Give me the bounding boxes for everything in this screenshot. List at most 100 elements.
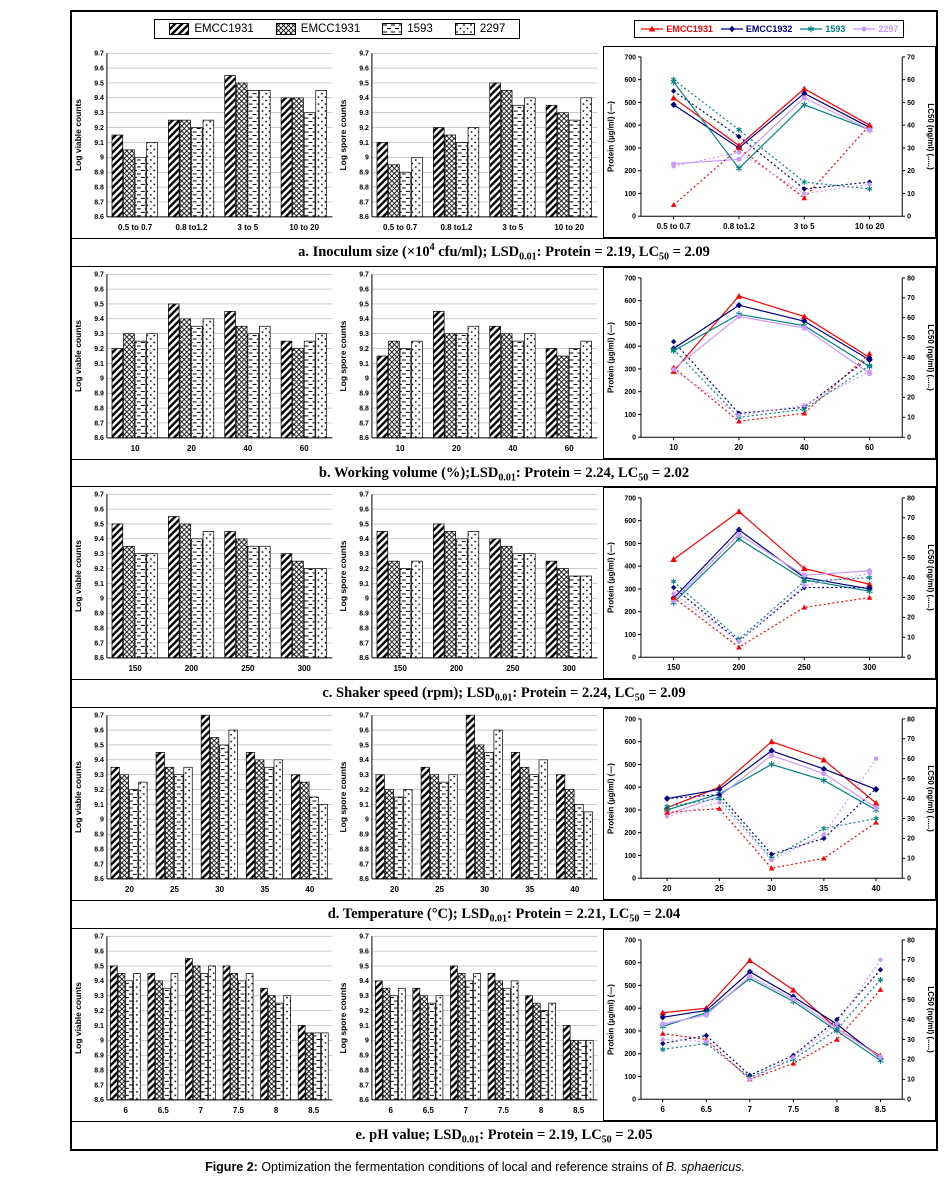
- svg-text:9: 9: [100, 596, 104, 603]
- svg-text:9.2: 9.2: [94, 125, 104, 132]
- svg-text:60: 60: [565, 444, 574, 453]
- svg-text:9.4: 9.4: [360, 757, 370, 764]
- svg-text:20: 20: [907, 836, 915, 843]
- svg-text:8.7: 8.7: [360, 420, 370, 427]
- svg-text:70: 70: [907, 736, 915, 743]
- svg-text:LC50 (ng/ml) (.....): LC50 (ng/ml) (.....): [926, 545, 935, 612]
- svg-text:500: 500: [624, 762, 636, 769]
- bar-chart-viable-counts-inoculum: 8.6 8.7 8.8 8.9 9 9.1 9.2 9.3 9.4 9.5 9.6 9.7 0.5 to…: [72, 46, 337, 238]
- svg-text:30: 30: [907, 375, 915, 382]
- svg-text:9.4: 9.4: [360, 537, 370, 544]
- line-series-legend: EMCC1931 EMCC1932 1593 2297: [634, 20, 905, 38]
- svg-text:10: 10: [669, 443, 678, 452]
- svg-text:9.5: 9.5: [94, 301, 104, 308]
- svg-text:30: 30: [767, 884, 776, 893]
- svg-text:8.8: 8.8: [94, 1067, 104, 1074]
- svg-text:8.5: 8.5: [875, 1105, 887, 1114]
- svg-text:30: 30: [481, 885, 490, 894]
- svg-text:30: 30: [215, 885, 224, 894]
- svg-text:8.6: 8.6: [94, 435, 104, 442]
- svg-text:8.9: 8.9: [94, 832, 104, 839]
- svg-text:8.6: 8.6: [94, 656, 104, 663]
- svg-text:9.4: 9.4: [94, 95, 104, 102]
- svg-text:9.7: 9.7: [360, 713, 370, 720]
- caption-sub: 0.01: [498, 472, 516, 484]
- svg-text:300: 300: [624, 807, 636, 814]
- svg-text:9.4: 9.4: [94, 757, 104, 764]
- svg-text:9.4: 9.4: [94, 537, 104, 544]
- line-chart-protein-lc50-working-volume: 0 100 200 300 400 500 600 700 0 10 20 30 40 50 60 70 80 1…: [602, 266, 937, 459]
- svg-text:9.4: 9.4: [94, 316, 104, 323]
- svg-text:50: 50: [907, 335, 915, 342]
- svg-text:600: 600: [624, 77, 636, 84]
- svg-text:9.4: 9.4: [360, 95, 370, 102]
- svg-text:9.1: 9.1: [94, 802, 104, 809]
- svg-text:9.6: 9.6: [94, 286, 104, 293]
- caption-text: : Protein = 2.19, LC: [536, 243, 660, 260]
- svg-text:Log spore counts: Log spore counts: [338, 99, 348, 170]
- svg-text:40: 40: [243, 444, 252, 453]
- caption-text: = 2.09: [669, 243, 710, 260]
- caption-sub: 50: [629, 913, 640, 925]
- line-marker-asterisk-icon: [799, 23, 823, 35]
- legend-label: EMCC1932: [745, 24, 793, 34]
- svg-text:400: 400: [624, 1005, 636, 1012]
- svg-text:9.1: 9.1: [94, 361, 104, 368]
- legend-label: EMCC1931: [666, 24, 713, 34]
- svg-text:8.7: 8.7: [360, 1082, 370, 1089]
- caption-text: c. Shaker speed (rpm);: [322, 685, 467, 702]
- svg-text:30: 30: [907, 595, 915, 602]
- svg-text:40: 40: [800, 443, 809, 452]
- svg-text:600: 600: [624, 298, 636, 305]
- caption-text: LSD: [433, 1126, 462, 1143]
- svg-text:Log spore counts: Log spore counts: [338, 982, 348, 1053]
- legend-item-2297-dots: 2297: [454, 23, 506, 35]
- svg-text:10: 10: [907, 414, 915, 421]
- svg-text:40: 40: [305, 885, 314, 894]
- bar-legend-cell: EMCC1931 EMCC1931 1593 2297: [72, 19, 603, 39]
- svg-text:8: 8: [539, 1106, 544, 1115]
- svg-text:9.6: 9.6: [94, 948, 104, 955]
- svg-text:20: 20: [390, 885, 399, 894]
- svg-text:35: 35: [526, 885, 535, 894]
- svg-text:9.4: 9.4: [94, 978, 104, 985]
- svg-text:8.5: 8.5: [308, 1106, 320, 1115]
- caption-text: = 2.02: [648, 464, 690, 481]
- caption-text: e. pH value;: [355, 1126, 434, 1143]
- svg-text:60: 60: [907, 77, 915, 84]
- caption-sup: 4: [429, 242, 435, 253]
- figure-caption-label: Figure 2:: [205, 1160, 258, 1174]
- svg-text:700: 700: [624, 54, 636, 61]
- svg-text:9: 9: [365, 155, 369, 162]
- svg-text:0: 0: [632, 876, 636, 883]
- svg-text:700: 700: [624, 496, 636, 503]
- svg-text:9.2: 9.2: [360, 1008, 370, 1015]
- svg-text:700: 700: [624, 937, 636, 944]
- svg-text:100: 100: [624, 632, 636, 639]
- svg-text:30: 30: [907, 816, 915, 823]
- svg-text:200: 200: [624, 389, 636, 396]
- svg-text:200: 200: [624, 168, 636, 175]
- svg-text:9.7: 9.7: [360, 51, 370, 58]
- svg-text:8.8: 8.8: [360, 1067, 370, 1074]
- svg-text:20: 20: [907, 394, 915, 401]
- legend-label: 2297: [479, 23, 506, 35]
- svg-text:0.8 to1.2: 0.8 to1.2: [723, 222, 755, 231]
- svg-text:0.5 to 0.7: 0.5 to 0.7: [118, 223, 153, 232]
- svg-text:100: 100: [624, 412, 636, 419]
- svg-text:250: 250: [797, 664, 811, 673]
- caption-text: LSD: [466, 685, 495, 702]
- svg-text:6: 6: [389, 1106, 394, 1115]
- svg-text:40: 40: [907, 123, 915, 130]
- caption-temperature: d. Temperature (°C); LSD0.01: Protein = …: [72, 900, 936, 929]
- svg-text:9.7: 9.7: [94, 713, 104, 720]
- caption-text: b. Working volume (%);: [318, 464, 471, 481]
- svg-text:8.8: 8.8: [360, 405, 370, 412]
- svg-text:9.6: 9.6: [94, 507, 104, 514]
- svg-text:600: 600: [624, 518, 636, 525]
- svg-text:9.1: 9.1: [360, 802, 370, 809]
- svg-text:9: 9: [100, 817, 104, 824]
- svg-text:40: 40: [871, 884, 880, 893]
- svg-text:9.1: 9.1: [360, 361, 370, 368]
- svg-text:0: 0: [632, 1096, 636, 1103]
